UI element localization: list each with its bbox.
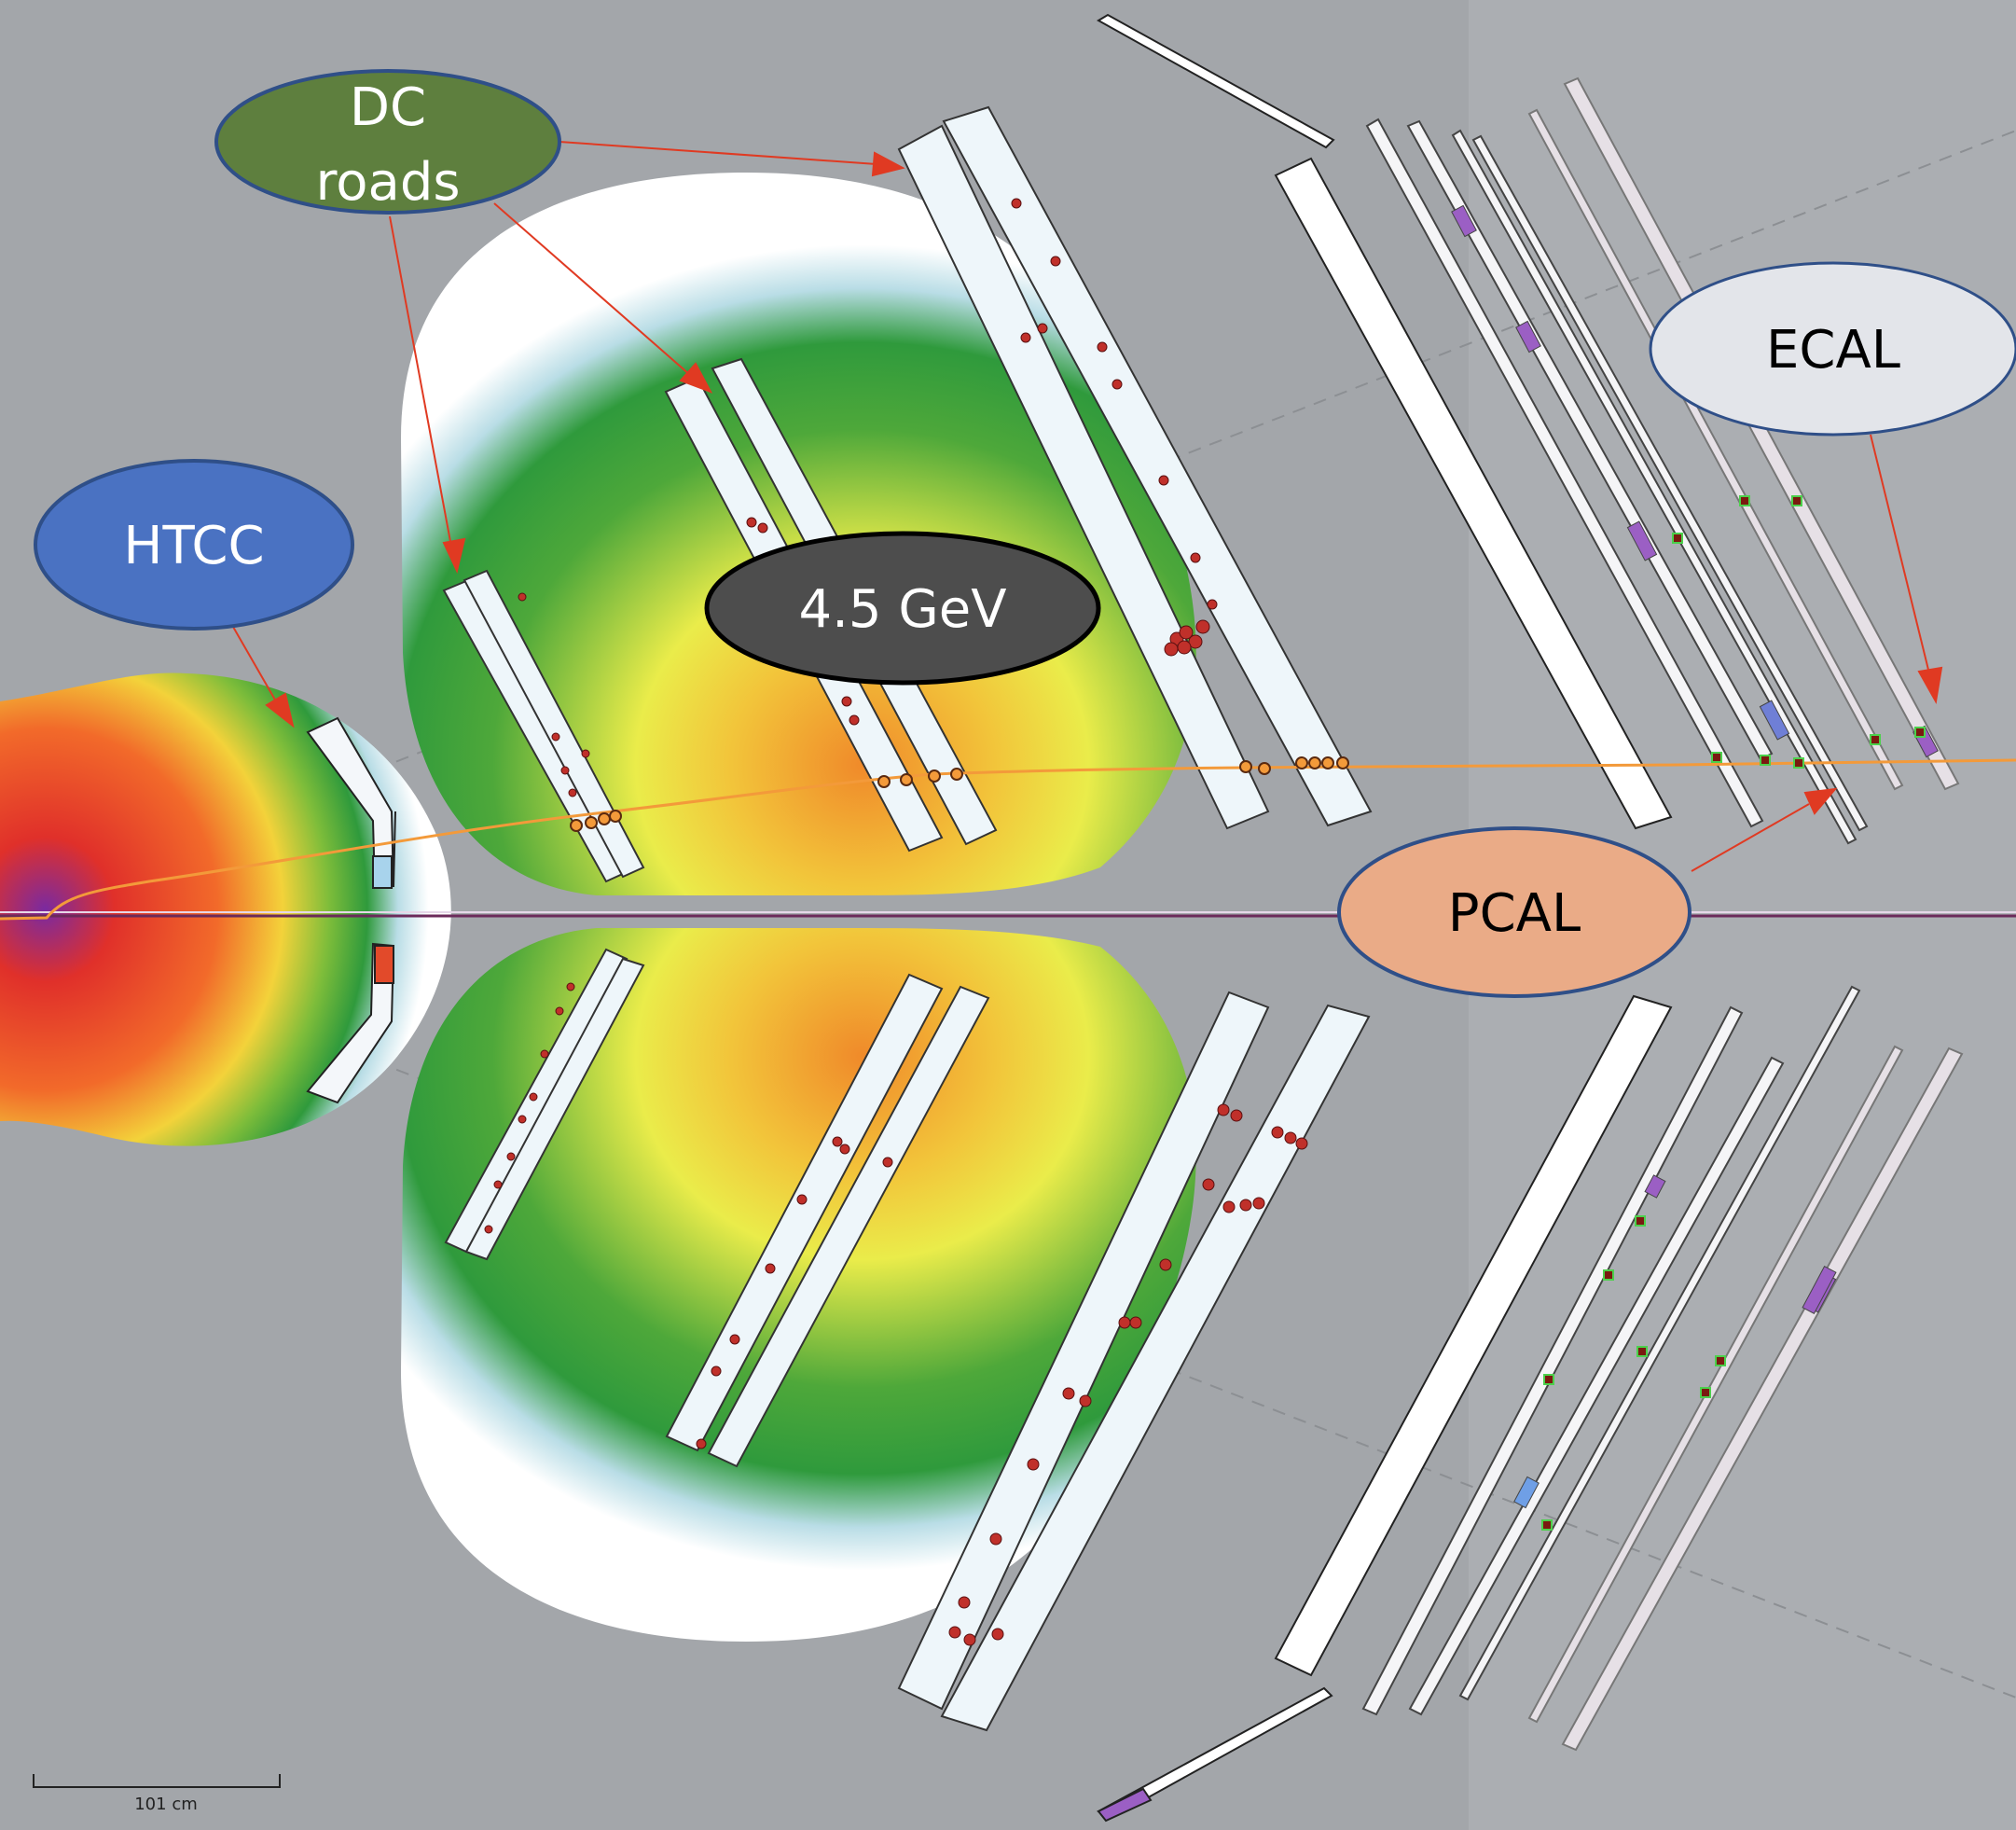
pcal-strips-bottom [1361, 985, 1861, 1716]
ftof-panel-top [1097, 13, 1673, 830]
callout-arrows [232, 141, 1943, 872]
dc-hits [484, 198, 1308, 1646]
dc-roads-callout: DC roads [214, 69, 561, 215]
htcc-mirrors [306, 716, 396, 1104]
energy-ellipse [704, 531, 1101, 686]
htcc-ellipse [34, 459, 354, 631]
arrowhead-icon [1917, 666, 1943, 704]
arrowhead-icon [871, 151, 905, 177]
scale-bar-line [33, 1774, 281, 1788]
pcal-callout: PCAL [1337, 826, 1692, 998]
arrowhead-icon [265, 692, 295, 728]
solenoid-field [0, 672, 451, 1146]
dc-region1-bottom [444, 948, 645, 1261]
particle-track [0, 758, 2016, 921]
energy-callout: 4.5 GeV [704, 531, 1101, 686]
dc-region3-bottom [897, 991, 1371, 1732]
dc-region2-bottom [665, 973, 990, 1468]
dc-region1-top [442, 569, 645, 883]
scale-bar-label: 101 cm [134, 1795, 198, 1814]
htcc-label: HTCC [123, 516, 264, 576]
ecal-strips-bottom [1527, 1045, 1964, 1752]
ecal-callout: ECAL [1649, 261, 2016, 437]
dc-roads-label-line1: DC [350, 77, 426, 138]
arrowhead-icon [1803, 787, 1838, 815]
scale-bar: 101 cm [33, 1774, 281, 1814]
arrowhead-icon [679, 362, 713, 394]
calorimeter-hits [1451, 204, 1939, 1509]
arrowhead-icon [442, 537, 466, 575]
ecal-label: ECAL [1766, 320, 1900, 381]
ecal-strips-top [1527, 76, 1960, 791]
energy-label: 4.5 GeV [798, 579, 1006, 640]
pcal-strips-top [1365, 118, 1869, 845]
pcal-ellipse [1337, 826, 1692, 998]
ftof-panel-bottom [1097, 994, 1673, 1823]
ecal-ellipse [1649, 261, 2016, 437]
pcal-label: PCAL [1448, 883, 1581, 944]
dc-roads-label-line2: roads [315, 152, 460, 213]
track-hits [570, 756, 1349, 832]
htcc-callout: HTCC [34, 459, 354, 631]
calorimeter-hit-markers [1541, 495, 1926, 1531]
dc-roads-ellipse [214, 69, 561, 215]
